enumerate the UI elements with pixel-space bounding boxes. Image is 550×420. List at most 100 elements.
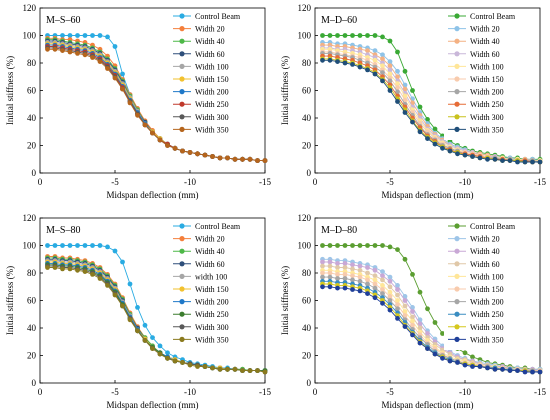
y-tick-label: 60: [27, 86, 37, 96]
x-tick-label: -15: [259, 177, 271, 187]
y-tick-label: 0: [32, 168, 37, 178]
data-point: [127, 317, 133, 323]
data-point: [372, 57, 378, 63]
data-point: [387, 71, 393, 77]
data-point: [395, 99, 400, 104]
legend-marker: [454, 311, 460, 317]
data-point: [462, 152, 468, 158]
legend-label: Width 20: [195, 25, 225, 34]
data-point: [402, 294, 408, 299]
data-point: [105, 244, 110, 250]
y-tick-label: 40: [27, 323, 37, 333]
x-tick-label: -10: [184, 177, 196, 187]
y-tick-label: 60: [302, 296, 312, 306]
data-point: [327, 263, 333, 269]
legend-label: Width 300: [470, 323, 504, 332]
chart-panel-0: 0 20 40 60 80 100 120 0 -5 -10 -15 Midspan deflecti…: [5, 3, 271, 200]
data-point: [262, 369, 268, 375]
y-tick-label: 40: [302, 113, 312, 123]
data-point: [90, 272, 95, 277]
legend-label: Width 20: [470, 235, 500, 244]
series-9: [320, 284, 543, 375]
y-tick-label: 100: [298, 31, 312, 41]
legend-marker: [454, 336, 460, 342]
legend-label: Width 250: [470, 100, 504, 109]
data-point: [67, 49, 73, 55]
legend-item: Width 40: [448, 247, 500, 256]
data-point: [142, 322, 148, 328]
data-point: [402, 309, 408, 314]
data-point: [335, 261, 340, 266]
data-point: [492, 366, 498, 372]
legend-label: Width 200: [195, 298, 229, 307]
series-9: [320, 57, 543, 165]
legend-marker: [454, 286, 460, 292]
data-point: [365, 277, 370, 283]
data-point: [120, 71, 125, 77]
data-point: [327, 33, 333, 38]
legend-label: Width 40: [470, 37, 500, 46]
data-point: [387, 289, 393, 295]
legend-marker: [454, 248, 460, 254]
y-tick-label: 60: [302, 86, 312, 96]
data-point: [372, 48, 378, 53]
data-point: [410, 322, 415, 328]
legend-marker: [454, 114, 460, 120]
legend-marker: [179, 311, 185, 317]
data-point: [357, 288, 363, 294]
legend: Control Beam Width 20 Width 40 Width 60 Widt…: [169, 10, 263, 140]
data-point: [357, 278, 363, 284]
data-point: [327, 57, 333, 63]
data-point: [402, 303, 408, 309]
data-point: [350, 33, 355, 38]
data-point: [342, 33, 348, 38]
legend-item: Width 300: [173, 323, 229, 332]
data-point: [112, 248, 118, 254]
data-point: [105, 34, 110, 40]
data-point: [425, 306, 430, 312]
data-point: [247, 156, 253, 162]
data-point: [232, 366, 238, 372]
legend-item: Width 20: [448, 235, 500, 244]
data-point: [150, 130, 155, 136]
legend-marker: [179, 299, 185, 305]
data-point: [217, 366, 223, 372]
y-tick-label: 40: [302, 323, 312, 333]
legend-marker: [179, 89, 185, 95]
data-point: [320, 243, 325, 248]
y-tick-label: 0: [307, 378, 312, 388]
data-point: [240, 368, 245, 373]
data-point: [387, 88, 393, 93]
legend-label: Control Beam: [470, 222, 516, 231]
data-point: [425, 346, 430, 351]
y-tick-label: 120: [23, 3, 37, 13]
y-tick-label: 80: [27, 58, 37, 68]
data-point: [462, 350, 468, 356]
y-tick-label: 20: [27, 351, 37, 361]
y-tick-label: 120: [298, 3, 312, 13]
data-point: [150, 346, 155, 351]
data-point: [67, 243, 73, 248]
legend-marker: [454, 51, 460, 57]
data-point: [127, 281, 133, 287]
legend-item: Width 150: [173, 285, 229, 294]
data-point: [52, 265, 58, 270]
data-point: [150, 335, 155, 340]
legend-label: Width 300: [195, 113, 229, 122]
data-point: [365, 243, 370, 248]
data-point: [387, 284, 393, 290]
legend-label: Control Beam: [195, 222, 241, 231]
chart-panel-3: 0 20 40 60 80 100 120 0 -5 -10 -15 Midspan deflecti…: [280, 213, 546, 410]
legend-marker: [179, 248, 185, 254]
data-point: [335, 265, 340, 270]
data-point: [417, 129, 423, 135]
x-axis-label: Midspan deflection (mm): [107, 190, 199, 200]
data-point: [357, 33, 363, 38]
legend-label: Width 20: [195, 235, 225, 244]
legend-item: Width 150: [173, 75, 229, 84]
data-point: [342, 60, 348, 66]
legend-item: Width 300: [448, 323, 504, 332]
data-point: [320, 57, 325, 63]
data-point: [357, 263, 363, 269]
legend-background: [169, 220, 263, 350]
